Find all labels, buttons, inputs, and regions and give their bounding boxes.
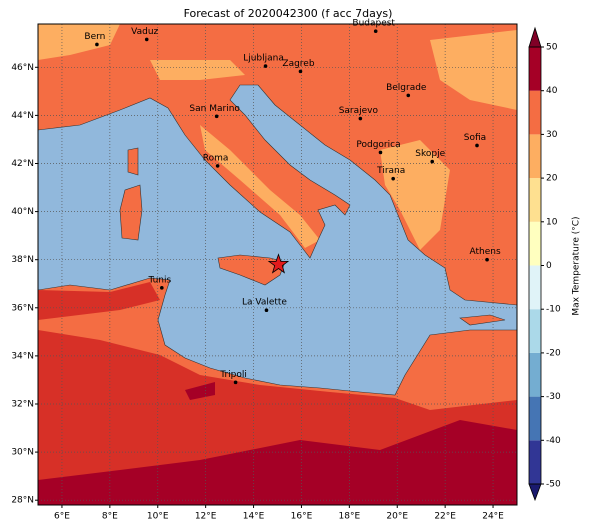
land-cool (200, 125, 320, 248)
lat-tick-label: 42°N (11, 159, 34, 169)
lon-tick-label: 10°E (147, 512, 169, 522)
colorbar-tick-label: 40 (546, 86, 558, 96)
colorbar-tick-label: -20 (546, 348, 561, 358)
land-cool (430, 30, 517, 110)
city-label: Tripoli (219, 370, 247, 380)
colorbar-band (529, 90, 541, 135)
city-dot (373, 29, 378, 34)
cities: BernVaduzBudapestLjubljanaZagrebBelgrade… (84, 19, 501, 385)
city-dot (391, 176, 395, 181)
colorbar-band (529, 178, 541, 222)
city-label: Sarajevo (339, 106, 379, 116)
city-dot (298, 69, 303, 74)
lon-tick-label: 20°E (386, 512, 408, 522)
lat-tick-label: 34°N (11, 351, 34, 361)
city-dot (406, 93, 411, 98)
colorbar-band (529, 134, 541, 179)
grid: 6°E 8°E 10°E 12°E 14°E 16°E 18°E 20°E 22°E 24°E 28… (11, 24, 517, 522)
lat-tick-label: 40°N (11, 207, 34, 217)
colorbar-tick-label: 0 (546, 261, 552, 271)
city-label: Ljubljana (243, 54, 284, 64)
city-label: Sofia (464, 133, 486, 143)
colorbar-label: Max Temperature (°C) (572, 216, 582, 315)
colorbar-tick-label: 50 (546, 43, 558, 53)
city-label: Bern (84, 32, 105, 42)
sicily (217, 254, 286, 286)
city-label: Roma (203, 153, 229, 163)
corsica (127, 147, 139, 176)
colorbar-tick-label: -50 (546, 480, 561, 490)
city-dot (485, 257, 489, 262)
city-dot (430, 159, 435, 164)
city-label: Tirana (376, 166, 405, 176)
colorbar-band (529, 352, 541, 397)
colorbar-tick-label: -10 (546, 305, 561, 315)
lon-tick-label: 22°E (434, 512, 456, 522)
city-dot (160, 286, 164, 290)
lon-tick-label: 14°E (243, 512, 265, 522)
city-label: Tunis (147, 275, 171, 285)
land-hottest (185, 382, 215, 400)
colorbar-tick-label: 30 (546, 130, 558, 140)
lat-tick-label: 30°N (11, 448, 34, 458)
city-label: Podgorica (356, 140, 400, 150)
lat-tick-label: 38°N (11, 255, 34, 265)
city-label: La Valette (242, 298, 287, 308)
lon-tick-label: 12°E (195, 512, 217, 522)
lat-tick-label: 44°N (11, 111, 34, 121)
colorbar-band (529, 440, 541, 484)
city-dot (263, 64, 268, 68)
city-label: Zagreb (282, 59, 314, 69)
lon-tick-label: 24°E (482, 512, 504, 522)
title: Forecast of 2020042300 (f acc 7days) (184, 7, 393, 20)
city-dot (264, 308, 269, 312)
city-dot (358, 116, 363, 121)
lat-tick-label: 28°N (11, 496, 34, 506)
colorbar-band (529, 265, 541, 310)
lon-tick-label: 16°E (291, 512, 313, 522)
city-dot (95, 42, 99, 47)
event-star (267, 253, 290, 274)
colorbar-over (528, 26, 542, 48)
lat-tick-label: 36°N (11, 303, 34, 313)
land-cool (380, 140, 450, 250)
sardinia (119, 184, 143, 241)
crete (459, 314, 506, 326)
colorbar-band (529, 396, 541, 441)
land-cool (38, 24, 120, 60)
city-dot (144, 37, 149, 42)
city-dot (214, 114, 219, 119)
city-dot (233, 380, 238, 385)
lat-tick-label: 32°N (11, 399, 34, 409)
colorbar-under (528, 483, 542, 502)
city-dot (378, 150, 383, 155)
colorbar-band (529, 309, 541, 353)
colorbar-band (529, 47, 541, 91)
city-label: Skopje (415, 149, 445, 159)
colorbar-tick-label: -40 (546, 436, 561, 446)
land-hot (38, 282, 160, 320)
colorbar-tick-label: -30 (546, 392, 561, 402)
city-dot (475, 143, 479, 148)
colorbar-tick-label: 20 (546, 174, 558, 184)
city-label: San Marino (189, 104, 240, 114)
lon-tick-label: 8°E (102, 512, 118, 522)
lon-tick-label: 6°E (54, 512, 70, 522)
lat-tick-label: 46°N (11, 63, 34, 73)
city-dot (215, 164, 220, 168)
city-label: Vaduz (131, 27, 158, 37)
colorbar-tick-label: 10 (546, 217, 558, 227)
city-label: Athens (469, 247, 500, 257)
colorbar: -50 -40 -30 -20 -10 0 10 20 30 40 50 (528, 26, 561, 502)
land-cool (150, 60, 245, 80)
city-label: Belgrade (386, 83, 427, 93)
map-frame (37, 23, 518, 506)
colorbar-band (529, 221, 541, 266)
lon-tick-label: 18°E (339, 512, 361, 522)
